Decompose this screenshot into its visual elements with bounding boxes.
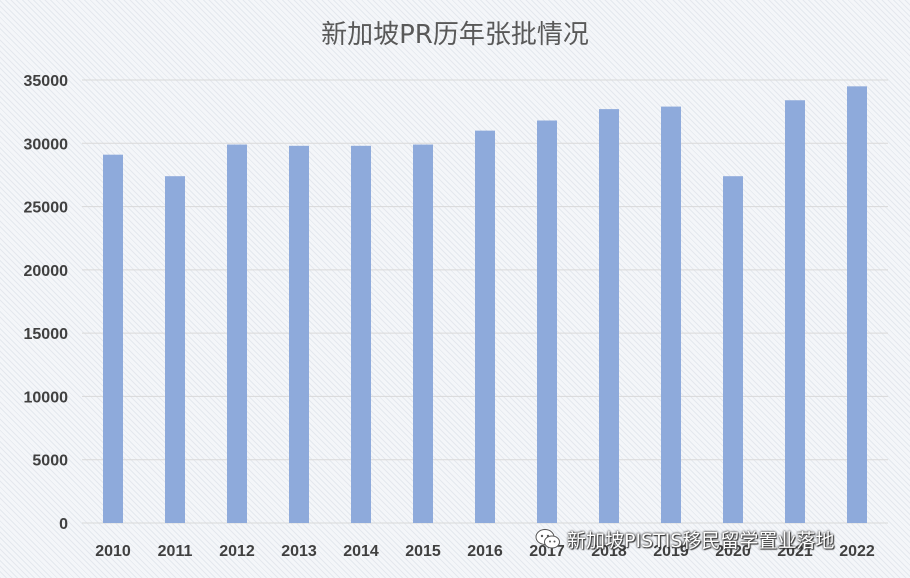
bar <box>351 145 371 523</box>
bar <box>413 144 433 523</box>
x-tick-label: 2012 <box>219 543 255 560</box>
y-tick-label: 15000 <box>24 326 69 343</box>
bar <box>475 130 495 523</box>
wechat-icon <box>535 529 560 549</box>
bar <box>165 176 185 524</box>
y-tick-label: 20000 <box>24 263 69 280</box>
chart-title: 新加坡PR历年张批情况 <box>321 20 589 50</box>
x-tick-label: 2011 <box>158 543 193 560</box>
watermark: 新加坡PISTIS移民留学置业落地 <box>535 526 834 552</box>
x-tick-label: 2010 <box>95 543 131 560</box>
y-tick-label: 5000 <box>32 453 68 470</box>
y-tick-label: 30000 <box>24 136 69 153</box>
y-tick-label: 35000 <box>24 73 69 90</box>
bar <box>785 100 805 523</box>
watermark-text: 新加坡PISTIS移民留学置业落地 <box>567 529 835 552</box>
x-tick-label: 2014 <box>343 543 379 560</box>
bar <box>847 86 867 523</box>
bar <box>599 109 619 524</box>
x-tick-label: 2016 <box>467 543 503 560</box>
y-tick-label: 25000 <box>24 200 69 217</box>
bar <box>227 144 247 523</box>
bar <box>661 106 681 523</box>
x-tick-label: 2015 <box>405 543 441 560</box>
y-tick-label: 0 <box>59 516 68 533</box>
x-tick-label: 2018 <box>591 543 627 560</box>
bar <box>723 176 743 524</box>
x-tick-label: 2019 <box>653 543 689 560</box>
y-tick-label: 10000 <box>24 389 69 406</box>
x-tick-label: 2013 <box>281 543 317 560</box>
x-tick-label: 2020 <box>715 543 751 560</box>
x-tick-label: 2021 <box>777 543 813 560</box>
bar <box>103 154 123 524</box>
bar <box>289 145 309 523</box>
bar <box>537 120 557 523</box>
x-tick-label: 2022 <box>839 543 875 560</box>
